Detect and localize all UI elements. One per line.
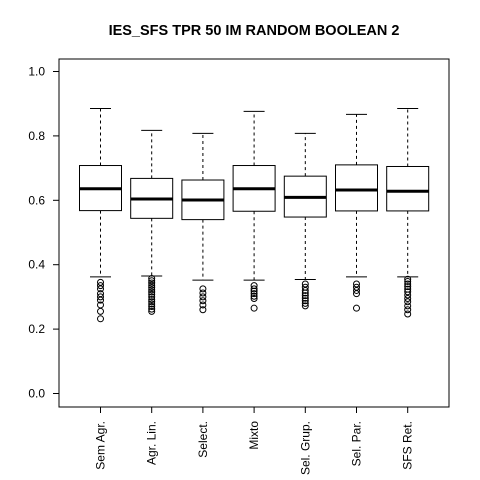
- x-tick-label: Mixto: [247, 421, 261, 450]
- box: [336, 165, 378, 211]
- y-tick-label: 1.0: [28, 65, 45, 79]
- box-group: [233, 111, 275, 311]
- x-tick-label: SFS Ret.: [401, 421, 415, 470]
- box-groups: [80, 109, 429, 322]
- x-tick-label: Sel. Grup.: [298, 421, 312, 475]
- outlier-point: [98, 308, 104, 314]
- box-group: [336, 114, 378, 311]
- y-tick-label: 0.6: [28, 193, 45, 207]
- y-tick-label: 0.4: [28, 258, 45, 272]
- y-tick-label: 0.0: [28, 387, 45, 401]
- y-tick-label: 0.8: [28, 129, 45, 143]
- box-group: [182, 133, 224, 312]
- chart-title: IES_SFS TPR 50 IM RANDOM BOOLEAN 2: [109, 23, 400, 39]
- x-tick-label: Sem Agr.: [94, 421, 108, 470]
- y-axis: 0.0 0.2 0.4 0.6 0.8 1.0: [28, 65, 59, 401]
- outlier-point: [251, 305, 257, 311]
- x-axis: Sem Agr. Agr. Lin. Select. Mixto Sel. Grup. S…: [94, 407, 415, 475]
- box-group: [131, 130, 173, 314]
- box-group: [80, 109, 122, 322]
- x-tick-label: Agr. Lin.: [145, 421, 159, 465]
- y-tick-label: 0.2: [28, 322, 45, 336]
- x-tick-label: Select.: [196, 421, 210, 458]
- box-group: [284, 133, 326, 309]
- outlier-point: [98, 316, 104, 322]
- x-tick-label: Sel. Par.: [350, 421, 364, 466]
- box: [387, 166, 429, 210]
- box-group: [387, 109, 429, 317]
- outlier-point: [354, 305, 360, 311]
- outlier-point: [405, 311, 411, 317]
